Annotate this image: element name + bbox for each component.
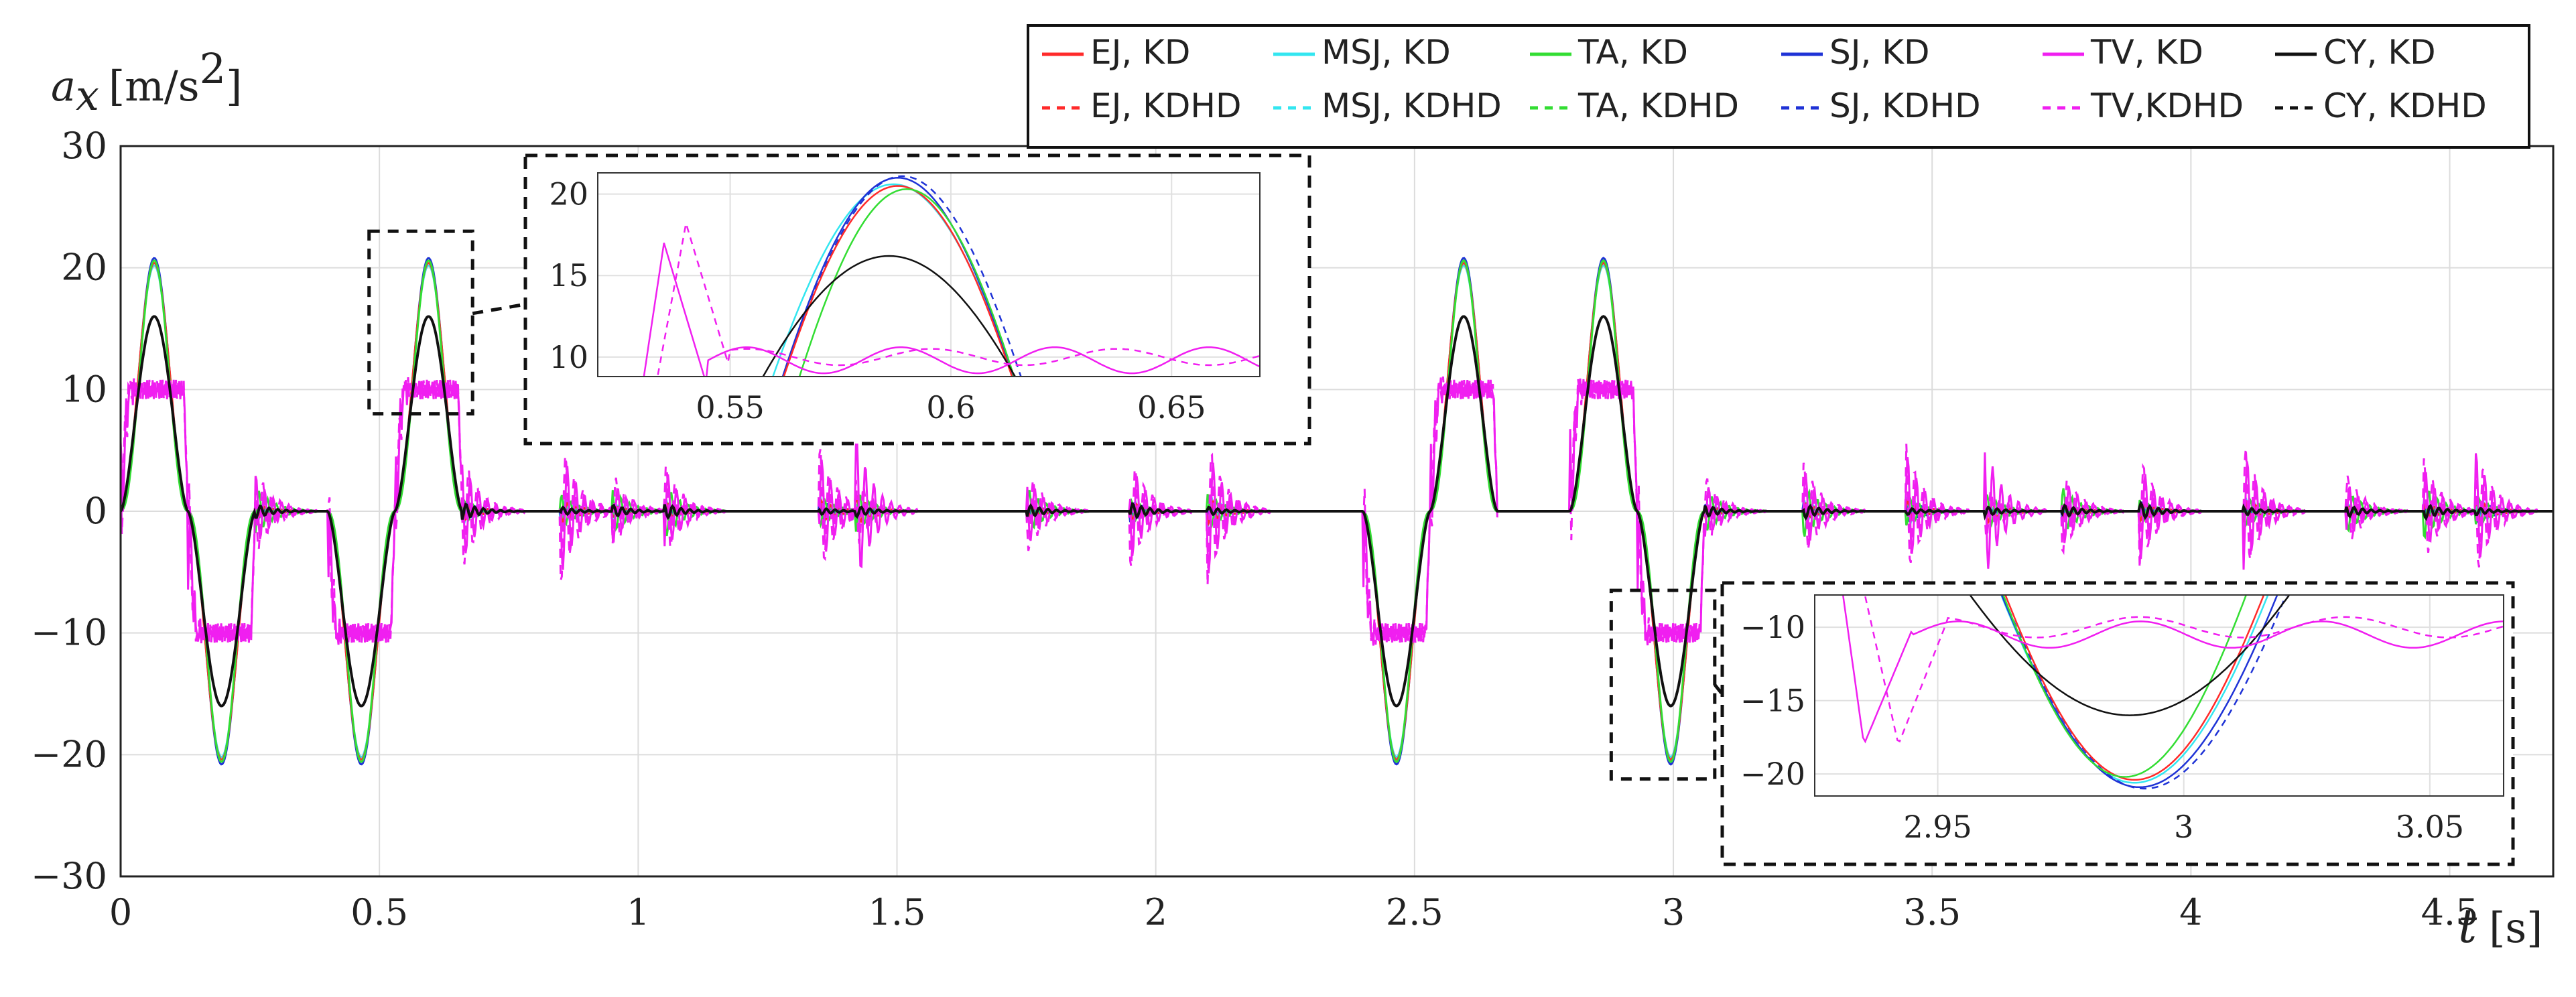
x-tick-label: 4.5 [2421, 891, 2479, 933]
legend-label: SJ, KDHD [1829, 86, 1981, 125]
inset-x-tick-label: 0.6 [926, 389, 975, 425]
legend-label: MSJ, KD [1322, 33, 1451, 72]
inset-y-tick-label: 15 [549, 257, 588, 293]
y-axis-label: ax [m/s2] [51, 44, 242, 120]
inset-series-line [2000, 595, 2269, 784]
inset-series-line [798, 188, 1015, 377]
inset-x-tick-label: 3 [2174, 809, 2193, 845]
y-tick-label: −20 [31, 733, 107, 775]
inset-axes [597, 172, 1261, 377]
x-tick-label: 1 [627, 891, 649, 933]
legend-label: SJ, KD [1829, 33, 1930, 72]
x-tick-label: 0.5 [350, 891, 408, 933]
inset-x-tick-label: 3.05 [2396, 809, 2464, 845]
tick-labels: 0 0.5 1 1.5 2 2.5 3 3.5 4 4.5 30 20 10 0 −10 −20 −30 [31, 125, 2478, 933]
series-lines [121, 257, 2553, 766]
inset-series-line [762, 255, 1017, 377]
inset-y-tick-label: −10 [1740, 609, 1805, 645]
legend-label: TV,KDHD [2090, 86, 2244, 125]
zoom-region-1 [367, 229, 474, 416]
x-tick-label: 3 [1662, 891, 1685, 933]
legend-label: TV, KD [2090, 33, 2203, 72]
x-tick-label: 3.5 [1903, 891, 1961, 933]
inset-series-line [1969, 595, 2291, 716]
inset-x-tick-label: 0.55 [696, 389, 764, 425]
y-tick-label: 30 [61, 125, 107, 167]
inset-y-tick-label: −20 [1740, 756, 1805, 792]
x-tick-label: 4 [2179, 891, 2202, 933]
inset-axes [1814, 594, 2504, 797]
inset-y-tick-label: −15 [1740, 683, 1805, 719]
inset-frame [1720, 581, 2515, 866]
y-tick-label: 20 [61, 247, 107, 289]
series-line-cy [121, 315, 2553, 708]
inset-series-line [781, 177, 1015, 377]
y-tick-label: 0 [84, 490, 107, 532]
x-axis-label: t [s] [2458, 899, 2542, 953]
legend-label: MSJ, KDHD [1322, 86, 1502, 125]
inset-series-line [783, 185, 1013, 377]
y-tick-label: −30 [31, 855, 107, 897]
inset-series [1842, 595, 2504, 790]
inset-negative-peak: 2.95 3 3.05 −10 −15 −20 [1720, 581, 2515, 866]
x-tick-label: 2 [1145, 891, 1167, 933]
inset-series-line [656, 223, 1260, 377]
x-tick-label: 0 [109, 891, 132, 933]
zoom-region-2 [1609, 588, 1717, 781]
inset-x-tick-label: 2.95 [1903, 809, 1972, 845]
legend-label: CY, KD [2323, 33, 2436, 72]
inset-series [643, 175, 1260, 377]
legend-label: TA, KD [1577, 33, 1688, 72]
inset-series-line [2000, 595, 2278, 789]
x-tick-label: 2.5 [1386, 891, 1443, 933]
legend-label: EJ, KD [1090, 33, 1190, 72]
inset-series-line [1842, 595, 2504, 744]
legend-label: EJ, KDHD [1090, 86, 1242, 125]
inset-positive-peak: 0.55 0.6 0.65 10 15 20 [523, 153, 1311, 446]
inset-series-line [2002, 595, 2248, 778]
inset-y-tick-label: 20 [549, 176, 588, 212]
inset-y-tick-label: 10 [549, 339, 588, 375]
inset-series-line [2004, 595, 2265, 781]
legend: EJ, KD MSJ, KD TA, KD SJ, KD TV, KD CY, KD EJ,… [1027, 24, 2530, 149]
x-tick-label: 1.5 [868, 891, 926, 933]
inset-x-tick-label: 0.65 [1137, 389, 1206, 425]
y-tick-label: −10 [31, 612, 107, 654]
legend-label: TA, KDHD [1577, 86, 1739, 125]
legend-label: CY, KDHD [2323, 86, 2487, 125]
y-tick-label: 10 [61, 368, 107, 410]
zoom-connector-1 [472, 302, 526, 316]
inset-series-line [643, 243, 1260, 377]
inset-series-line [1864, 595, 2504, 743]
